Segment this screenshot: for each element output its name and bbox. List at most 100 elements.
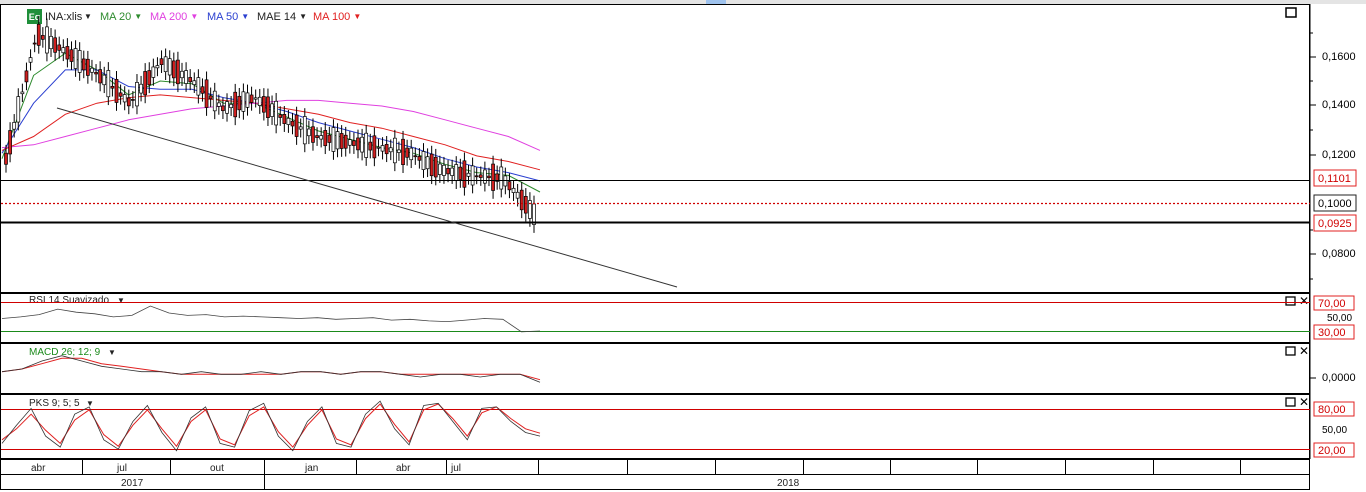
candle-body <box>294 114 299 137</box>
rsi-tick: 70,00 <box>1318 298 1346 310</box>
candle-body <box>343 134 348 149</box>
rsi-panel <box>0 293 1310 343</box>
candle-body <box>511 187 516 193</box>
candle-body <box>495 173 500 182</box>
candle-body <box>167 58 172 76</box>
candle-body <box>462 160 467 188</box>
close-pks-icon[interactable]: ✕ <box>1299 395 1309 409</box>
indicator-legend-item[interactable]: MA 20 <box>100 11 131 23</box>
indicator-legend-item[interactable]: MA 100 <box>313 11 350 23</box>
candle-body <box>61 47 66 54</box>
toolbar-strip <box>0 0 1366 4</box>
candle-body <box>159 58 164 66</box>
candle-body <box>466 172 471 177</box>
symbol-dropdown-icon[interactable]: ▼ <box>84 12 92 21</box>
candle-body <box>135 82 139 107</box>
price-badge-0-1101 <box>1313 169 1357 187</box>
candle-body <box>474 175 479 178</box>
candle-body <box>155 65 160 69</box>
pks-tick: 80,00 <box>1318 404 1346 416</box>
candle-body <box>180 70 184 79</box>
price-badge-0-0925 <box>1313 214 1357 232</box>
candle-body <box>458 166 463 180</box>
indicator-dropdown-icon[interactable]: ▼ <box>190 12 198 21</box>
candle-body <box>73 48 78 69</box>
candle-body <box>94 72 98 75</box>
candle-body <box>122 94 127 103</box>
candle-body <box>286 117 291 125</box>
rsi-plot <box>1 305 541 333</box>
indicator-dropdown-icon[interactable]: ▼ <box>241 12 249 21</box>
candle-body <box>28 57 33 63</box>
candle-body <box>233 91 238 118</box>
candle-body <box>118 92 123 97</box>
price-badge-text: 0,1101 <box>1318 173 1351 185</box>
indicator-dropdown-icon[interactable]: ▼ <box>299 12 307 21</box>
indicator-legend-item[interactable]: MA 200 <box>150 11 187 23</box>
candle-body <box>151 66 156 78</box>
pks-dropdown-icon[interactable]: ▼ <box>86 399 94 408</box>
candle-body <box>184 70 188 84</box>
series-line-ma-50 <box>1 69 541 182</box>
candle-body <box>114 78 119 103</box>
indicator-dropdown-icon[interactable]: ▼ <box>353 12 361 21</box>
trend-line[interactable] <box>56 107 678 288</box>
maximize-price-panel-icon[interactable] <box>1285 7 1297 18</box>
macd-dropdown-icon[interactable]: ▼ <box>108 348 116 357</box>
rsi-dropdown-icon[interactable]: ▼ <box>117 296 125 305</box>
candle-body <box>409 147 414 161</box>
candle-body <box>323 130 328 147</box>
macd-tick: 0,0000 <box>1322 372 1356 384</box>
candle-body <box>212 90 217 112</box>
close-rsi-icon[interactable]: ✕ <box>1299 294 1309 308</box>
candle-body <box>413 155 418 158</box>
candle-body <box>311 126 315 143</box>
indicator-legend: MA 20 ▼ MA 200 ▼ MA 50 ▼ MAE 14 ▼ MA 100 ▼ <box>100 11 361 23</box>
pks-panel <box>0 394 1310 459</box>
maximize-pks-icon[interactable] <box>1285 397 1296 407</box>
candle-body <box>368 141 373 151</box>
candle-body <box>147 70 152 86</box>
candle-body <box>519 189 524 211</box>
symbol-label[interactable]: INA:xlis <box>45 11 83 23</box>
candle-body <box>499 166 504 190</box>
candle-body <box>302 116 307 145</box>
candle-body <box>200 86 205 94</box>
candle-body <box>90 67 94 73</box>
candle-body <box>487 175 491 179</box>
candle-body <box>253 97 258 100</box>
candle-body <box>266 96 270 119</box>
candle-body <box>376 146 381 149</box>
macd-title[interactable]: MACD 26; 12; 9 <box>29 347 101 358</box>
maximize-macd-icon[interactable] <box>1285 346 1296 356</box>
candle-body <box>131 99 135 101</box>
candle-body <box>45 26 49 54</box>
pks-title[interactable]: PKS 9; 5; 5 <box>29 398 80 409</box>
year-label: 2018 <box>777 478 800 489</box>
candle-body <box>339 133 344 149</box>
rsi-title[interactable]: RSI 14 Suavizado <box>29 295 109 306</box>
indicator-dropdown-icon[interactable]: ▼ <box>134 12 142 21</box>
candle-body <box>515 191 520 199</box>
toolbar-button-active[interactable] <box>706 0 726 4</box>
maximize-rsi-icon[interactable] <box>1285 296 1296 306</box>
candle-body <box>446 168 450 175</box>
indicator-legend-item[interactable]: MAE 14 <box>257 11 296 23</box>
candle-body <box>176 59 180 85</box>
main-legend: Eq INA:xlis ▼ <box>27 9 92 24</box>
candle-body <box>507 181 512 191</box>
candle-body <box>106 70 111 98</box>
candle-body <box>81 58 86 71</box>
candle-body <box>69 49 74 62</box>
candle-body <box>384 143 389 155</box>
candle-body <box>450 167 454 176</box>
candle-body <box>241 91 246 112</box>
candle-body <box>139 83 143 94</box>
candle-body <box>110 86 115 89</box>
candle-body <box>401 138 405 166</box>
candle-body <box>442 164 446 176</box>
indicator-legend-item[interactable]: MA 50 <box>207 11 238 23</box>
pks-plot <box>1 400 541 452</box>
close-macd-icon[interactable]: ✕ <box>1299 344 1309 358</box>
candle-body <box>429 153 434 177</box>
